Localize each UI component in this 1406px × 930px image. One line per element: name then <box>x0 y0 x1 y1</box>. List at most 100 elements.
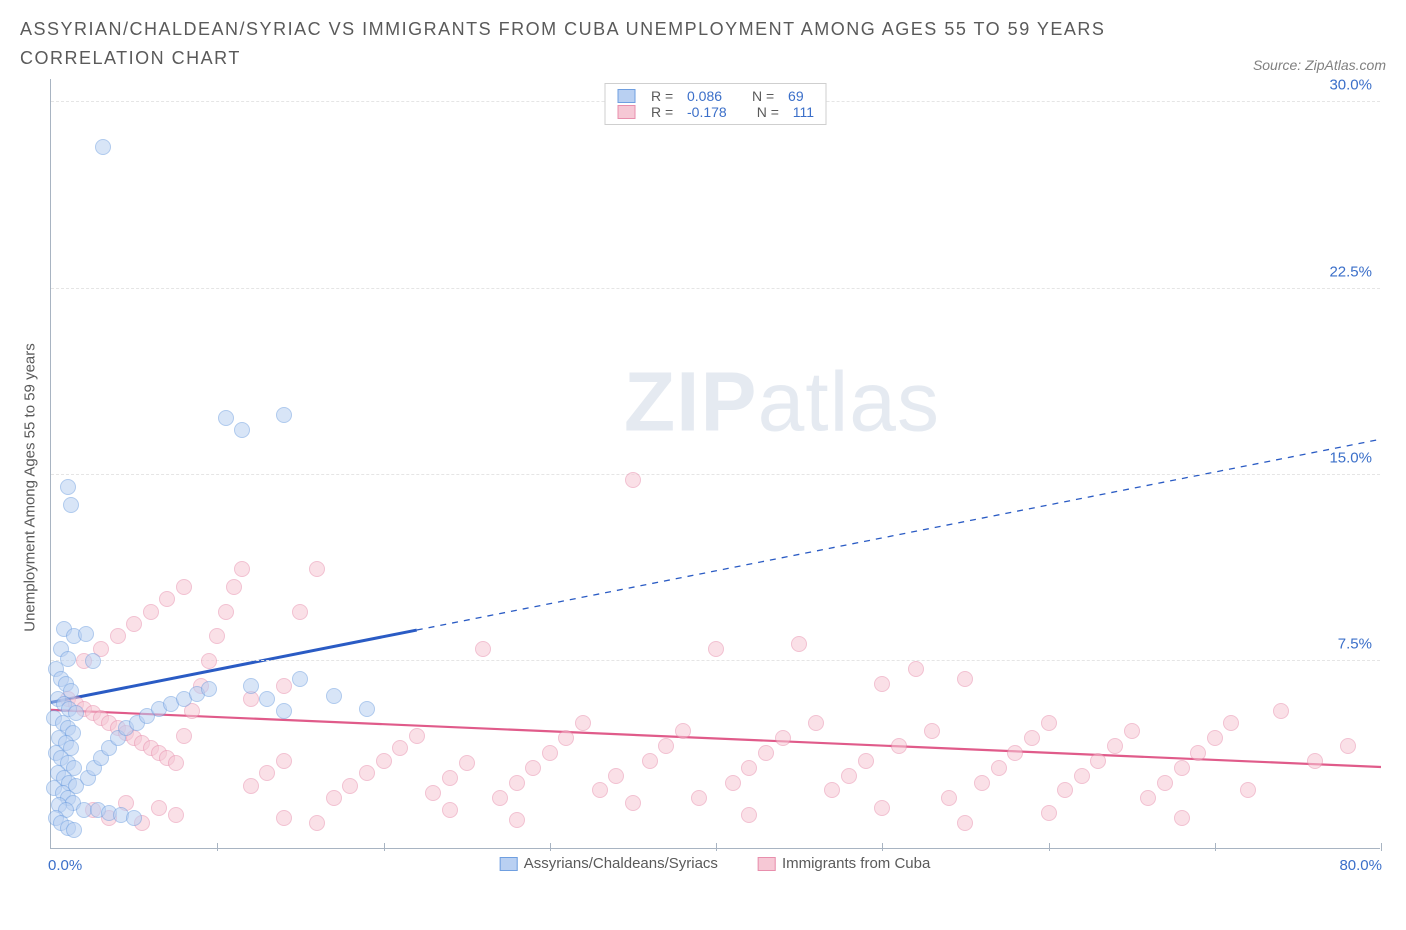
data-point <box>359 701 375 717</box>
data-point <box>1140 790 1156 806</box>
r-label: R = <box>651 88 677 104</box>
data-point <box>201 681 217 697</box>
data-point <box>78 626 94 642</box>
data-point <box>60 479 76 495</box>
y-tick-label: 15.0% <box>1329 450 1372 467</box>
data-point <box>218 410 234 426</box>
data-point <box>542 745 558 761</box>
data-point <box>442 770 458 786</box>
y-tick-label: 22.5% <box>1329 263 1372 280</box>
data-point <box>858 753 874 769</box>
data-point <box>309 561 325 577</box>
data-point <box>309 815 325 831</box>
r-value-a: 0.086 <box>687 88 722 104</box>
data-point <box>492 790 508 806</box>
data-point <box>1074 768 1090 784</box>
data-point <box>974 775 990 791</box>
data-point <box>891 738 907 754</box>
data-point <box>1057 782 1073 798</box>
data-point <box>234 422 250 438</box>
data-point <box>509 812 525 828</box>
data-point <box>1107 738 1123 754</box>
data-point <box>1223 715 1239 731</box>
data-point <box>442 802 458 818</box>
y-tick-label: 30.0% <box>1329 77 1372 94</box>
data-point <box>575 715 591 731</box>
r-value-b: -0.178 <box>687 104 727 120</box>
series-b-swatch <box>617 105 635 119</box>
data-point <box>209 628 225 644</box>
data-point <box>874 800 890 816</box>
data-point <box>95 139 111 155</box>
data-point <box>841 768 857 784</box>
data-point <box>957 815 973 831</box>
data-point <box>63 497 79 513</box>
data-point <box>425 785 441 801</box>
gridline <box>51 288 1380 289</box>
x-axis-min: 0.0% <box>48 857 82 874</box>
data-point <box>1207 730 1223 746</box>
data-point <box>1307 753 1323 769</box>
data-point <box>658 738 674 754</box>
data-point <box>775 730 791 746</box>
data-point <box>1007 745 1023 761</box>
data-point <box>741 760 757 776</box>
data-point <box>85 653 101 669</box>
data-point <box>218 604 234 620</box>
data-point <box>168 755 184 771</box>
data-point <box>276 407 292 423</box>
data-point <box>226 579 242 595</box>
data-point <box>342 778 358 794</box>
n-value-b: 111 <box>793 104 814 120</box>
y-axis-label: Unemployment Among Ages 55 to 59 years <box>22 343 39 632</box>
data-point <box>1240 782 1256 798</box>
chart-container: Unemployment Among Ages 55 to 59 years R… <box>50 79 1386 879</box>
data-point <box>243 778 259 794</box>
source-credit: Source: ZipAtlas.com <box>1253 57 1386 73</box>
data-point <box>259 765 275 781</box>
gridline <box>51 660 1380 661</box>
watermark: ZIPatlas <box>624 353 940 450</box>
data-point <box>1190 745 1206 761</box>
data-point <box>558 730 574 746</box>
data-point <box>991 760 1007 776</box>
plot-area: R = 0.086 N = 69 R = -0.178 N = 111 ZIPa… <box>50 79 1380 849</box>
data-point <box>409 728 425 744</box>
data-point <box>957 671 973 687</box>
legend-item-b: Immigrants from Cuba <box>758 855 930 872</box>
data-point <box>725 775 741 791</box>
data-point <box>326 790 342 806</box>
data-point <box>259 691 275 707</box>
data-point <box>292 604 308 620</box>
data-point <box>1090 753 1106 769</box>
data-point <box>908 661 924 677</box>
data-point <box>675 723 691 739</box>
data-point <box>625 795 641 811</box>
data-point <box>243 678 259 694</box>
data-point <box>874 676 890 692</box>
data-point <box>359 765 375 781</box>
data-point <box>1157 775 1173 791</box>
y-tick-label: 7.5% <box>1338 636 1372 653</box>
data-point <box>66 822 82 838</box>
data-point <box>176 728 192 744</box>
data-point <box>292 671 308 687</box>
data-point <box>276 678 292 694</box>
data-point <box>159 591 175 607</box>
x-axis-max: 80.0% <box>1339 857 1382 874</box>
data-point <box>201 653 217 669</box>
data-point <box>1024 730 1040 746</box>
n-value-a: 69 <box>788 88 804 104</box>
data-point <box>326 688 342 704</box>
series-a-swatch <box>617 89 635 103</box>
correlation-legend: R = 0.086 N = 69 R = -0.178 N = 111 <box>604 83 827 125</box>
data-point <box>392 740 408 756</box>
data-point <box>625 472 641 488</box>
data-point <box>276 753 292 769</box>
data-point <box>642 753 658 769</box>
data-point <box>143 604 159 620</box>
chart-title: ASSYRIAN/CHALDEAN/SYRIAC VS IMMIGRANTS F… <box>20 15 1120 73</box>
data-point <box>608 768 624 784</box>
data-point <box>459 755 475 771</box>
trend-lines <box>51 79 1381 849</box>
